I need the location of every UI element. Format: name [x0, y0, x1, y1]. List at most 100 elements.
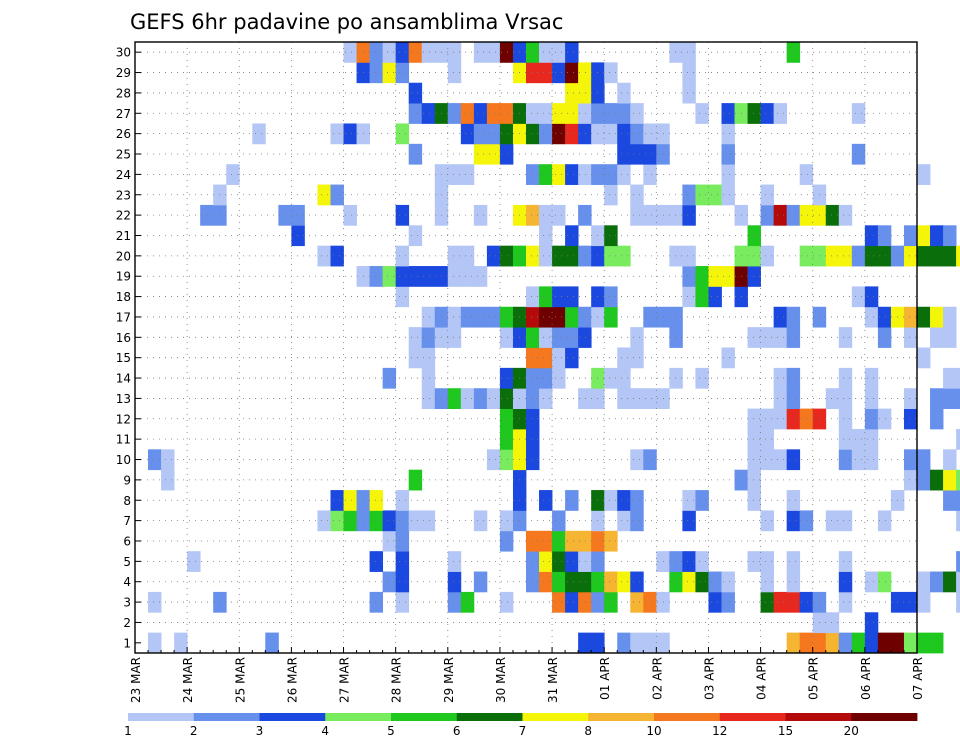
heatmap-cell — [604, 591, 618, 613]
x-tick-label: 02 APR — [650, 657, 664, 700]
x-tick-label: 29 MAR — [442, 657, 456, 703]
colorbar-swatch — [719, 713, 786, 721]
colorbar-label: 4 — [321, 724, 329, 738]
y-tick-label: 16 — [116, 331, 131, 345]
heatmap-cell — [838, 632, 853, 654]
heatmap-cell — [330, 490, 344, 511]
heatmap-cell — [539, 62, 553, 84]
heatmap-cell — [499, 42, 514, 63]
heatmap-cell — [473, 388, 488, 409]
heatmap-cell — [317, 510, 331, 532]
heatmap-cells — [148, 42, 960, 654]
heatmap-cell — [956, 245, 960, 267]
heatmap-cell — [382, 510, 397, 532]
heatmap-cell — [565, 245, 579, 267]
heatmap-cell — [408, 103, 423, 124]
heatmap-cell — [721, 103, 735, 124]
y-tick-label: 10 — [116, 453, 131, 467]
heatmap-cell — [369, 591, 384, 613]
heatmap-cell — [760, 449, 775, 471]
heatmap-cell — [760, 428, 775, 450]
heatmap-cell — [956, 367, 960, 389]
heatmap-cell — [890, 632, 905, 654]
heatmap-cell — [669, 42, 683, 63]
y-tick-label: 22 — [116, 209, 131, 223]
x-tick-label: 23 MAR — [129, 657, 143, 703]
heatmap-cell — [851, 286, 866, 308]
heatmap-cell — [200, 204, 214, 226]
heatmap-cell — [682, 571, 696, 593]
heatmap-cell — [630, 204, 644, 226]
heatmap-cell — [604, 62, 618, 84]
heatmap-cell — [499, 327, 514, 348]
heatmap-cell — [473, 510, 488, 532]
heatmap-cell — [552, 103, 566, 124]
heatmap-cell — [578, 103, 592, 124]
heatmap-cell — [682, 286, 696, 308]
heatmap-cell — [838, 591, 853, 613]
heatmap-cell — [317, 245, 331, 267]
y-tick-label: 7 — [123, 514, 131, 528]
heatmap-cell — [539, 388, 553, 409]
colorbar-swatch — [128, 713, 195, 721]
colorbar-swatch — [654, 713, 721, 721]
colorbar-swatch — [193, 713, 260, 721]
heatmap-cell — [669, 571, 683, 593]
heatmap-cell — [799, 632, 814, 654]
heatmap-cell — [708, 184, 722, 206]
heatmap-cell — [747, 428, 761, 450]
heatmap-cell — [643, 164, 657, 185]
heatmap-cell — [721, 347, 735, 369]
x-tick-label: 04 APR — [755, 657, 769, 700]
y-tick-label: 14 — [116, 372, 131, 386]
heatmap-cell — [460, 306, 475, 328]
heatmap-cell — [526, 42, 540, 63]
heatmap-cell — [330, 245, 344, 267]
heatmap-cell — [877, 245, 892, 267]
heatmap-cell — [291, 225, 305, 247]
heatmap-cell — [851, 103, 866, 124]
heatmap-cell — [747, 103, 761, 124]
heatmap-cell — [447, 388, 462, 409]
heatmap-cell — [460, 266, 475, 287]
heatmap-cell — [903, 327, 918, 348]
heatmap-cell — [473, 204, 488, 226]
heatmap-cell — [408, 347, 423, 369]
heatmap-cell — [552, 591, 566, 613]
heatmap-cell — [499, 123, 514, 145]
colorbar-label: 12 — [712, 724, 727, 738]
x-tick-label: 31 MAR — [546, 657, 560, 703]
heatmap-cell — [604, 245, 618, 267]
heatmap-cell — [408, 143, 423, 165]
heatmap-cell — [148, 449, 162, 471]
heatmap-cell — [486, 143, 501, 165]
heatmap-cell — [747, 449, 761, 471]
heatmap-cell — [864, 449, 879, 471]
colorbar-swatch — [522, 713, 589, 721]
y-tick-label: 23 — [116, 188, 131, 202]
heatmap-cell — [539, 103, 553, 124]
heatmap-cell — [760, 184, 775, 206]
heatmap-cell — [565, 82, 579, 104]
heatmap-cell — [708, 266, 722, 287]
heatmap-cell — [421, 510, 436, 532]
heatmap-cell — [721, 123, 735, 145]
heatmap-cell — [578, 327, 592, 348]
heatmap-cell — [369, 551, 384, 572]
heatmap-cell — [408, 469, 423, 491]
heatmap-cell — [825, 204, 840, 226]
heatmap-cell — [617, 632, 631, 654]
heatmap-cell — [499, 388, 514, 409]
heatmap-cell — [604, 103, 618, 124]
y-tick-label: 29 — [116, 66, 131, 80]
heatmap-cell — [382, 530, 397, 552]
heatmap-cell — [930, 408, 944, 430]
heatmap-cell — [565, 490, 579, 511]
heatmap-cell — [578, 62, 592, 84]
heatmap-cell — [838, 449, 853, 471]
heatmap-cell — [539, 42, 553, 63]
heatmap-cell — [917, 164, 931, 185]
heatmap-cell — [161, 469, 175, 491]
heatmap-cell — [721, 143, 735, 165]
heatmap-cell — [747, 327, 761, 348]
